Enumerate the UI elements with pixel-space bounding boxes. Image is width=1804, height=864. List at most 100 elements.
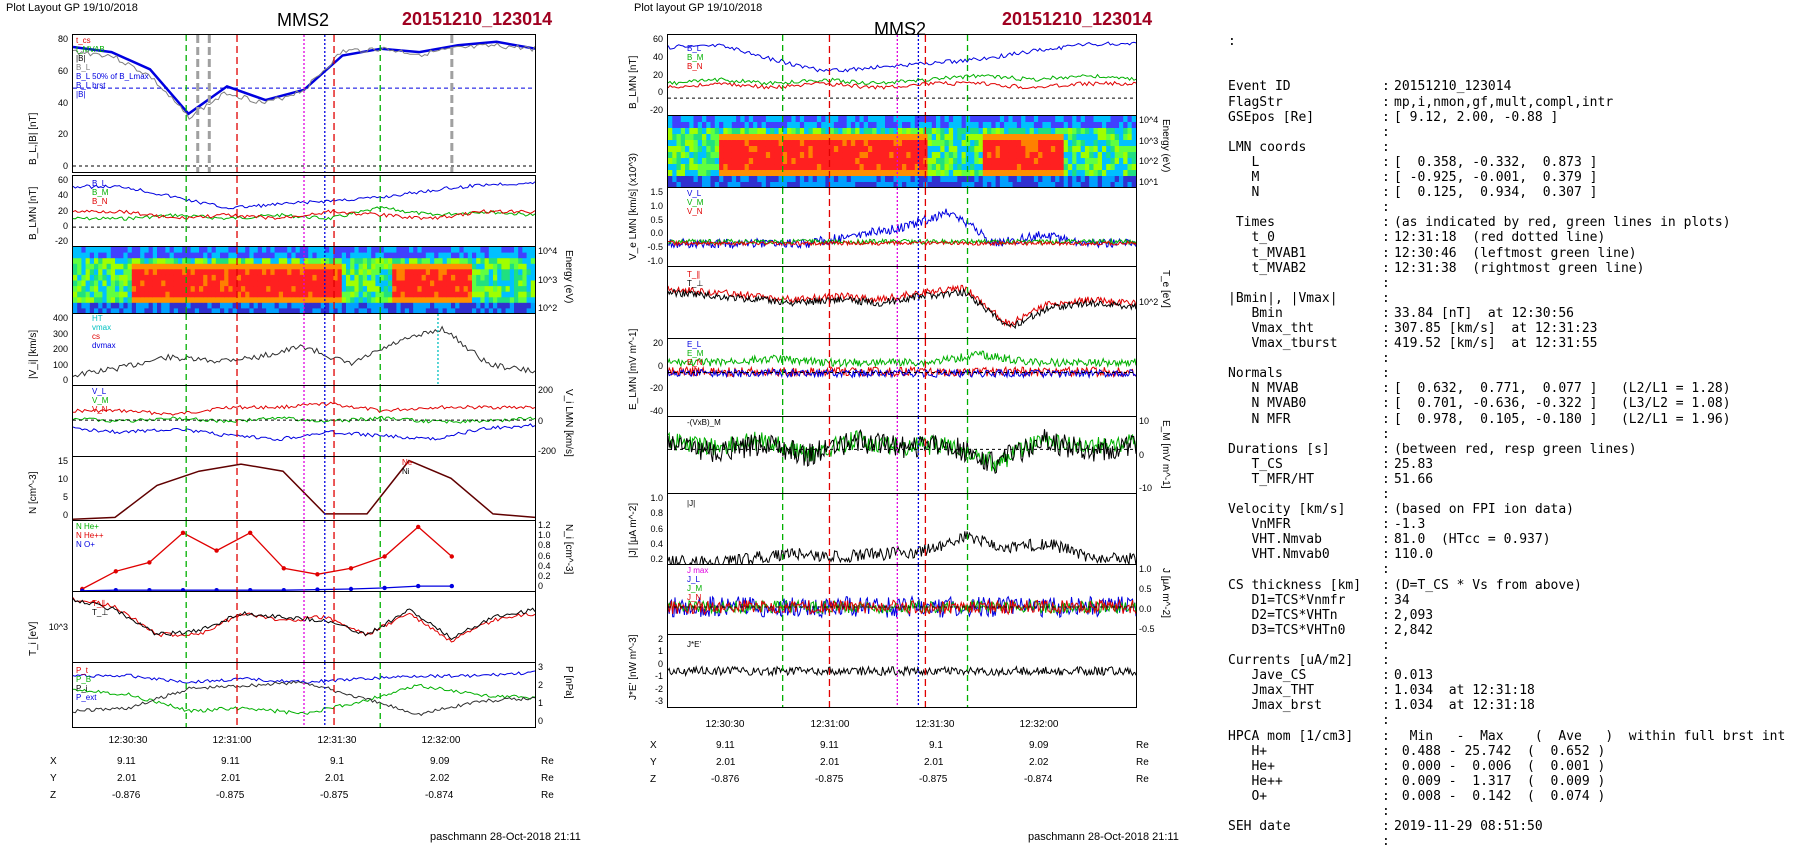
ni-density-line — [73, 459, 535, 520]
spectrogram-cell — [77, 291, 82, 298]
spectrogram-cell — [710, 128, 716, 135]
spectrogram-cell — [1059, 158, 1065, 165]
spectrogram-cell — [165, 280, 171, 287]
spectrogram-cell — [1114, 140, 1120, 147]
spectrogram-cell — [795, 164, 801, 171]
spectrogram-cell — [693, 122, 699, 129]
info-row: t_MVAB1:12:30:46 (leftmost green line) — [1228, 246, 1785, 261]
spectrogram-cell — [965, 152, 971, 159]
spectrogram-cell — [409, 291, 414, 298]
spectrogram-cell — [1055, 176, 1061, 183]
spectrogram-cell — [493, 291, 498, 298]
spectrogram-cell — [719, 176, 724, 183]
spectrogram-cell — [889, 152, 895, 159]
spectrogram-cell — [804, 164, 809, 171]
y-tick: 10 — [1139, 416, 1150, 426]
spectrogram-cell — [169, 286, 175, 293]
spectrogram-cell — [1038, 140, 1043, 147]
spectrogram-cell — [1119, 140, 1124, 147]
spectrogram-cell — [723, 176, 729, 183]
spectrogram-cell — [455, 269, 460, 276]
spectrogram-cell — [753, 146, 758, 153]
spectrogram-cell — [1072, 134, 1078, 141]
spectrogram-cell — [493, 269, 498, 276]
spectrogram-cell — [514, 286, 519, 293]
spectrogram-cell — [919, 176, 924, 183]
info-colon: : — [1382, 275, 1390, 291]
spectrogram-cell — [804, 128, 809, 135]
y-tick: 3 — [538, 662, 544, 672]
spectrogram-cell — [825, 170, 831, 177]
spectrogram-cell — [446, 308, 452, 314]
spectrogram-cell — [1093, 134, 1099, 141]
spectrogram-cell — [484, 247, 490, 254]
spectrogram-cell — [710, 164, 716, 171]
spectrogram-cell — [346, 274, 351, 282]
spectrogram-cell — [165, 291, 171, 298]
y-tick: 60 — [57, 65, 68, 76]
spectrogram-cell — [392, 302, 397, 309]
spectrogram-cell — [89, 297, 95, 304]
spectrogram-cell — [266, 308, 271, 314]
legend-entry: J*E' — [687, 640, 701, 649]
spectrogram-cell — [291, 308, 297, 314]
spectrogram-cell — [400, 291, 406, 298]
spectrogram-cell — [249, 247, 255, 254]
legend-entry: N O+ — [76, 540, 95, 549]
spectrogram-cell — [940, 176, 946, 183]
spectrogram-cell — [855, 122, 861, 129]
spectrogram-cell — [765, 146, 771, 153]
spectrogram-cell — [379, 291, 385, 298]
spectrogram-cell — [748, 176, 754, 183]
spectrogram-cell — [1084, 140, 1090, 147]
ni-point — [348, 586, 354, 592]
spectrogram-cell — [346, 286, 351, 293]
pos-z: -0.876 — [711, 774, 740, 785]
spectrogram-cell — [668, 140, 673, 147]
spectrogram-cell — [409, 258, 414, 265]
spectrogram-cell — [102, 258, 108, 265]
spectrogram-cell — [194, 252, 200, 259]
spectrogram-cell — [1123, 134, 1129, 141]
spectrogram-cell — [438, 263, 444, 270]
spectrogram-cell — [833, 134, 839, 141]
spectrogram-cell — [812, 170, 818, 177]
spectrogram-cell — [1021, 158, 1026, 165]
info-row: : — [1228, 276, 1785, 291]
spectrogram-cell — [228, 247, 234, 254]
spectrogram-cell — [518, 280, 523, 287]
spectrogram-cell — [102, 297, 108, 304]
y-tick: 10^3 — [1139, 135, 1159, 146]
spectrogram-cell — [392, 252, 397, 259]
spectrogram-cell — [936, 164, 941, 171]
spectrogram-cell — [1016, 128, 1022, 135]
spectrogram-cell — [283, 308, 288, 314]
spectrogram-cell — [880, 152, 886, 159]
spectrogram-cell — [731, 152, 737, 159]
spectrogram-cell — [791, 134, 797, 141]
spectrogram-cell — [1089, 134, 1095, 141]
spectrogram-cell — [157, 286, 162, 293]
spectrogram-cell — [333, 269, 339, 276]
spectrogram-cell — [396, 308, 402, 314]
spectrogram-cell — [530, 258, 535, 265]
spectrogram-cell — [136, 302, 141, 309]
right-panel-ve — [667, 187, 1137, 268]
spectrogram-cell — [388, 269, 393, 276]
spectrogram-cell — [379, 280, 385, 287]
spectrogram-cell — [287, 258, 292, 265]
pos-x: 9.09 — [1029, 740, 1049, 751]
spectrogram-cell — [81, 286, 87, 293]
spectrogram-cell — [706, 122, 712, 129]
spectrogram-cell — [838, 182, 844, 188]
pos-x: 9.1 — [330, 756, 344, 767]
y-tick: 0 — [538, 415, 544, 426]
spectrogram-cell — [1004, 158, 1009, 165]
spectrogram-cell — [131, 280, 137, 287]
spectrogram-cell — [825, 158, 831, 165]
spectrogram-cell — [522, 297, 528, 304]
spectrogram-cell — [266, 291, 271, 298]
spectrogram-cell — [459, 247, 465, 254]
spectrogram-cell — [522, 308, 528, 314]
spectrogram-cell — [710, 158, 716, 165]
